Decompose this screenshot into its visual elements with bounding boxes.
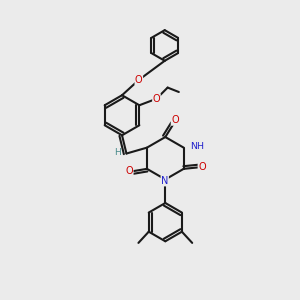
Text: O: O: [125, 166, 133, 176]
Text: O: O: [171, 115, 179, 125]
Text: O: O: [153, 94, 160, 104]
Text: O: O: [135, 75, 142, 85]
Text: NH: NH: [190, 142, 204, 151]
Text: O: O: [198, 162, 206, 172]
Text: H: H: [114, 148, 120, 158]
Text: N: N: [161, 176, 168, 186]
